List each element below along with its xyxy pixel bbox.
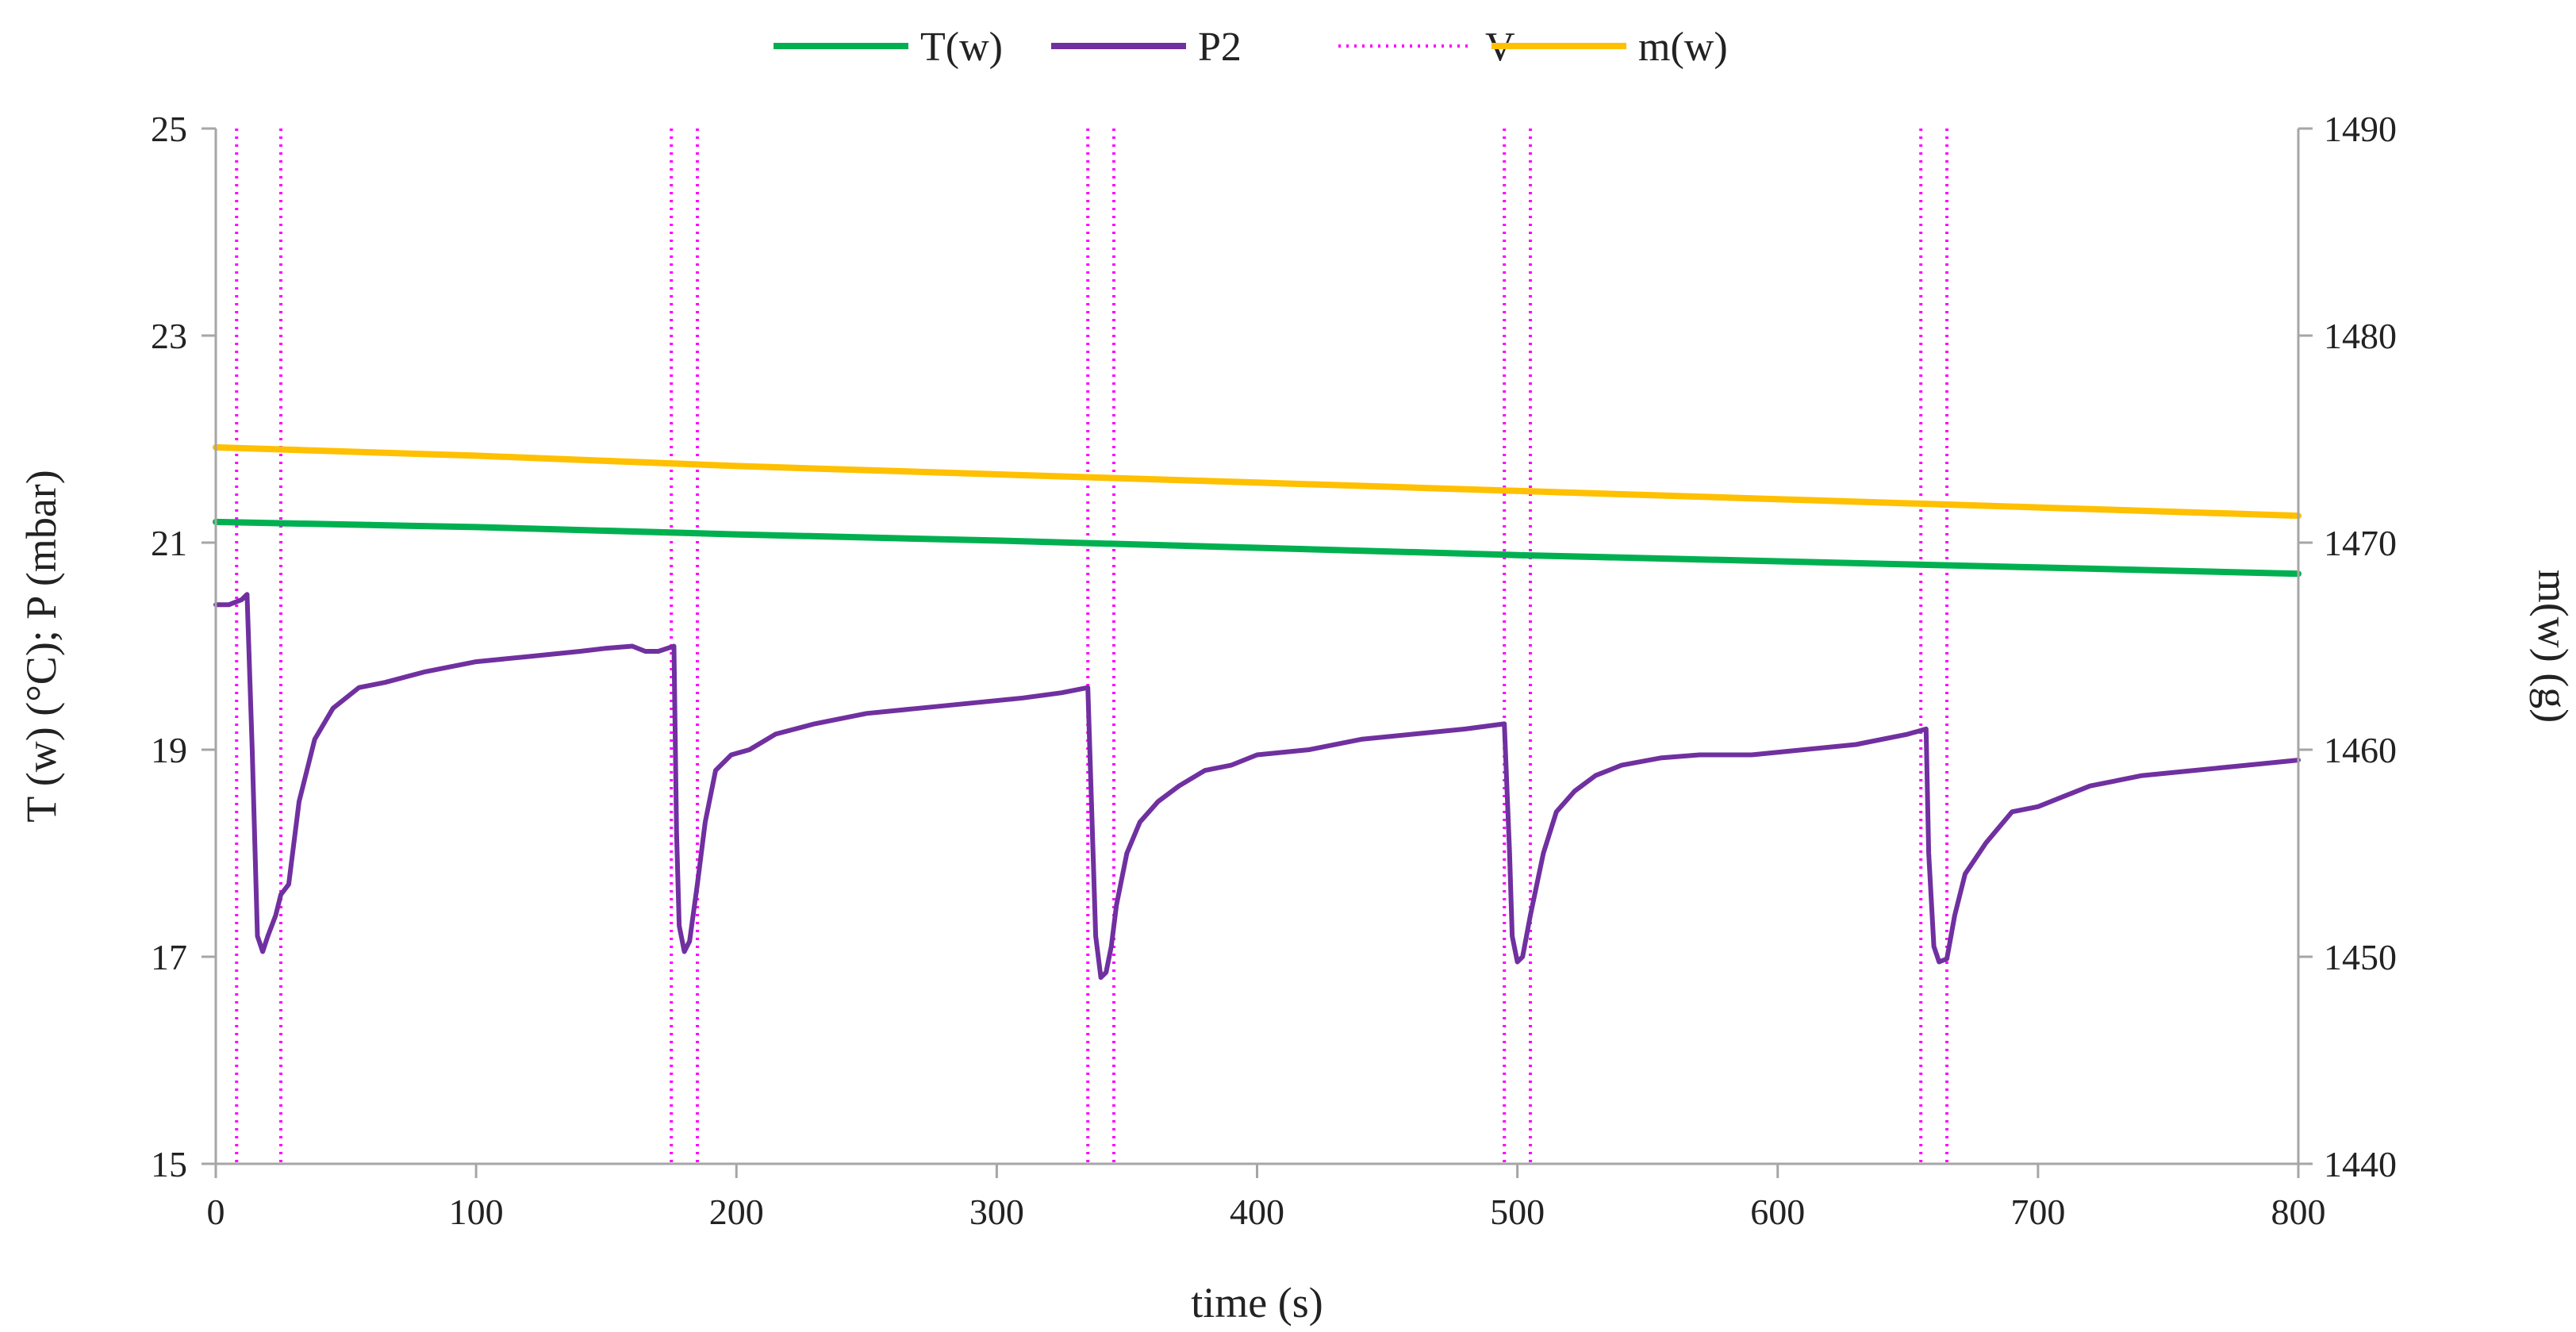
y-right-tick-label: 1470 [2324,523,2397,563]
series-line-p2 [213,592,2301,981]
x-tick-label: 700 [2010,1192,2065,1232]
y-left-tick-label: 25 [151,109,187,149]
legend-label-t: T(w) [920,25,1003,70]
y-right-axis-label: m(w) (g) [2529,570,2576,723]
legend: T(w)P2Vm(w) [774,25,1728,70]
x-tick-label: 0 [207,1192,225,1232]
series-line-m [213,443,2302,520]
x-tick-label: 300 [969,1192,1024,1232]
y-left-axis-label: T (w) (°C); P (mbar) [17,470,65,823]
x-tick-label: 600 [1750,1192,1805,1232]
y-right-tick-label: 1440 [2324,1144,2397,1184]
legend-label-m: m(w) [1638,25,1728,70]
ticks-group: 0 100 200 300 400 500 600 700 800 15 17 19 21 23 25 144… [151,109,2397,1232]
y-left-tick-label: 17 [151,937,187,977]
series-lines-group [213,443,2302,981]
axes-group [214,129,2300,1165]
x-tick-label: 100 [449,1192,504,1232]
x-tick-label: 500 [1490,1192,1545,1232]
y-right-tick-label: 1490 [2324,109,2397,149]
y-right-tick-label: 1450 [2324,937,2397,977]
v-lines-group [235,129,1949,1164]
y-left-tick-label: 19 [151,730,187,770]
y-left-tick-label: 23 [151,316,187,356]
y-right-tick-label: 1460 [2324,730,2397,770]
x-tick-label: 200 [709,1192,764,1232]
series-line-t [213,518,2302,578]
y-left-tick-label: 15 [151,1144,187,1184]
x-tick-label: 400 [1230,1192,1284,1232]
y-right-tick-label: 1480 [2324,316,2397,356]
x-tick-label: 800 [2271,1192,2326,1232]
x-axis-label: time (s) [1191,1279,1323,1326]
y-left-tick-label: 21 [151,523,187,563]
legend-label-p2: P2 [1198,25,1242,70]
